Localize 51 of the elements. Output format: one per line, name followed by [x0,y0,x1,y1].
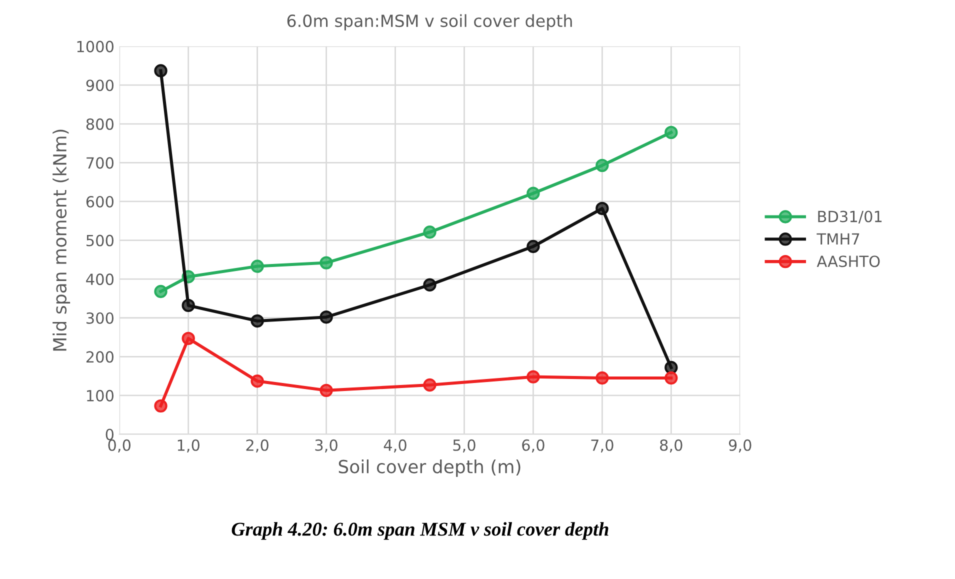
x-tick-label: 6,0 [522,439,544,452]
x-tick-label: 9,0 [728,439,752,452]
point [182,298,195,312]
y-tick-label: 500 [86,234,114,246]
point [664,126,678,140]
caption: Graph 4.20: 6.0m span MSM v soil cover depth [232,522,608,540]
x-tick-label: 3,0 [315,439,338,452]
point [526,240,540,254]
x-tick-label: 5,0 [453,439,476,452]
x-tick-label: 7,0 [591,439,614,452]
y-axis-title: Mid span moment (kNm) [52,130,70,351]
point [320,310,333,324]
point [664,371,678,385]
point [526,370,540,384]
legend-label: AASHTO [816,256,880,268]
y-tick-label: 600 [86,196,114,208]
y-tick-label: 300 [86,312,114,324]
y-tick-label: 700 [86,157,114,169]
point [596,158,609,172]
point [596,202,609,216]
point [423,278,436,292]
x-tick-label: 0,0 [108,439,131,452]
point [320,256,333,270]
x-tick-label: 4,0 [384,439,406,452]
point [154,64,168,78]
point [250,374,264,388]
y-tick-label: 100 [87,390,114,402]
y-tick-label: 900 [86,80,114,92]
y-tick-label: 200 [86,351,114,363]
y-tick-label: 800 [86,118,114,130]
y-tick-label: 1000 [77,40,114,52]
point [320,384,333,398]
point [423,226,436,239]
point [423,378,436,392]
x-axis-title: Soil cover depth (m) [338,459,520,477]
point [154,399,168,413]
x-tick-label: 1,0 [178,439,200,452]
legend-label: TMH7 [816,233,860,244]
legend-label: BD31/01 [818,210,882,224]
y-tick-label: 0 [106,428,114,440]
x-tick-label: 8,0 [660,439,682,452]
point [250,314,264,328]
point [526,186,540,200]
point [664,360,678,374]
chart-title: 6.0m span:MSM v soil cover depth [287,14,572,30]
point [596,371,609,385]
point [182,332,195,346]
point [154,284,168,298]
x-tick-label: 2,0 [246,439,268,452]
point [250,260,264,273]
y-tick-label: 400 [86,274,114,286]
